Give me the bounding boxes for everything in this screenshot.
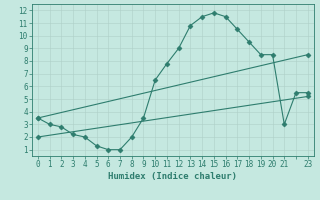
X-axis label: Humidex (Indice chaleur): Humidex (Indice chaleur) [108, 172, 237, 181]
